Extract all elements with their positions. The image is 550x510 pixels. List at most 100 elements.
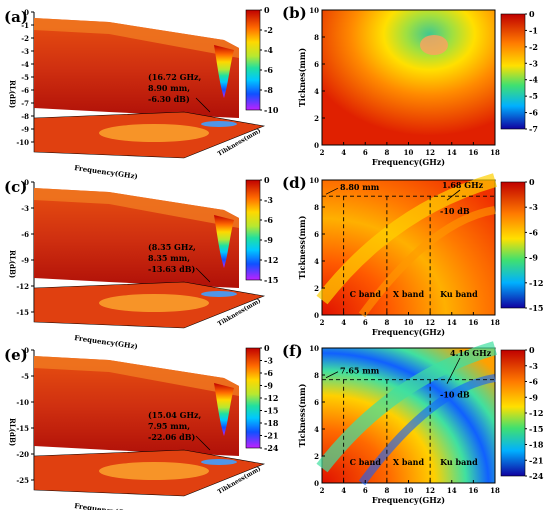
heatmap-spot (420, 35, 448, 55)
x-tick-label: 6 (363, 486, 368, 495)
colorbar-tick-label: -6 (264, 65, 273, 75)
colorbar-tick-label: -15 (264, 406, 278, 416)
x-tick-label: 10 (404, 486, 414, 495)
peak-annotation: -6.30 dB) (148, 94, 190, 104)
colorbar (500, 13, 526, 130)
z-axis-label: RL(dB) (8, 250, 17, 278)
colorbar-tick-label: 0 (264, 343, 270, 353)
z-tick-label: -3 (21, 47, 29, 56)
colorbar-tick-label: -2 (264, 25, 273, 35)
band-label: Ku band (440, 289, 478, 299)
colorbar (500, 181, 526, 309)
z-tick-label: -9 (21, 256, 29, 265)
colorbar-tick-label: -6 (529, 227, 538, 237)
z-tick-label: -15 (16, 308, 29, 317)
colorbar-tick-label: -8 (264, 85, 273, 95)
colorbar-tick-label: -3 (529, 202, 538, 212)
panel-label: (d) (282, 174, 307, 192)
heatmap-panel-3: (f)2 4 6 8 10 12 14 16 180246810Frequency(GHz)Ti… (282, 341, 544, 505)
x-axis-label: Frequency(GHz) (372, 327, 445, 337)
surface-dip (214, 45, 234, 98)
band-label: X band (393, 289, 425, 299)
peak-annotation: (15.04 GHz, (148, 410, 202, 420)
x-tick-label: 10 (404, 318, 414, 327)
peak-annotation: (16.72 GHz, (148, 72, 202, 82)
y-tick-label: 0 (314, 479, 319, 488)
colorbar-tick-label: -2 (529, 42, 538, 52)
z-axis-label: RL(dB) (8, 80, 17, 108)
x-tick-label: 16 (469, 486, 479, 495)
base-contour (201, 121, 237, 127)
colorbar-tick-label: -6 (529, 377, 538, 387)
panel-label: (f) (282, 342, 303, 360)
x-tick-label: 4 (341, 486, 346, 495)
y-tick-label: 10 (309, 6, 319, 15)
colorbar (245, 347, 261, 449)
z-tick-label: -8 (21, 112, 29, 121)
z-tick-label: -25 (16, 476, 29, 485)
surface-ridge (34, 188, 239, 228)
colorbar-tick-label: -4 (529, 75, 538, 85)
peak-annotation: (8.35 GHz, (148, 242, 196, 252)
y-axis-label: Tickness(mm) (297, 215, 307, 279)
x-axis-label: Frequency(GHz) (74, 333, 139, 351)
base-contour (99, 124, 209, 142)
panel-label: (b) (282, 4, 307, 22)
surface-panel-1: (c)0-3-6-9-12-15RL(dB)Frequency(GHz)Tihk… (4, 175, 278, 351)
base-contour (99, 462, 209, 480)
y-tick-label: 4 (314, 257, 319, 266)
colorbar-tick-label: -18 (264, 418, 279, 428)
z-tick-label: -1 (21, 21, 29, 30)
thickness-arrow (325, 187, 339, 195)
y-tick-label: 4 (314, 87, 319, 96)
thickness-arrow (325, 371, 339, 379)
annotation-arrow (195, 267, 211, 283)
x-tick-label: 2 (320, 318, 325, 327)
z-axis-label: RL(dB) (8, 418, 17, 446)
x-tick-label: 4 (341, 318, 346, 327)
colorbar-tick-label: -12 (529, 278, 543, 288)
colorbar-tick-label: -15 (529, 424, 543, 434)
x-axis-label: Frequency(GHz) (372, 157, 445, 167)
colorbar-tick-label: -15 (529, 303, 543, 313)
heatmap-area (321, 9, 496, 146)
y-tick-label: 2 (314, 284, 319, 293)
colorbar-tick-label: -15 (264, 275, 278, 285)
y-tick-label: 0 (314, 311, 319, 320)
colorbar-tick-label: 0 (529, 345, 535, 355)
annotation-arrow (195, 97, 211, 113)
panel-label: (c) (4, 178, 27, 196)
base-contour (99, 294, 209, 312)
colorbar-tick-label: -12 (264, 255, 278, 265)
panel-label: (a) (4, 8, 28, 26)
y-tick-label: 6 (314, 230, 319, 239)
z-tick-label: -4 (21, 60, 29, 69)
y-tick-label: 10 (309, 344, 319, 353)
thickness-label: 7.65 mm (340, 366, 380, 376)
surface-ridge (34, 356, 239, 396)
colorbar-tick-label: -3 (529, 361, 538, 371)
y-axis-label: Tickness(mm) (297, 383, 307, 447)
colorbar (245, 9, 261, 111)
y-tick-label: 8 (314, 371, 319, 380)
x-tick-label: 18 (490, 148, 500, 157)
bandwidth-arrow (446, 189, 461, 201)
peak-annotation: -13.63 dB) (148, 264, 196, 274)
colorbar-tick-label: -18 (529, 440, 544, 450)
colorbar-tick-label: -4 (264, 45, 273, 55)
z-tick-label: -6 (21, 230, 29, 239)
x-tick-label: 12 (425, 486, 435, 495)
x-tick-label: 2 (320, 148, 325, 157)
colorbar-tick-label: -6 (529, 108, 538, 118)
db-label: -10 dB (440, 206, 470, 216)
x-tick-label: 10 (404, 148, 414, 157)
colorbar-tick-label: -9 (264, 381, 273, 391)
x-axis-label: Frequency(GHz) (74, 163, 139, 181)
z-tick-label: -6 (21, 86, 29, 95)
colorbar-tick-label: 0 (529, 177, 535, 187)
colorbar-tick-label: 0 (264, 5, 270, 15)
colorbar-tick-label: -9 (529, 253, 538, 263)
peak-annotation: 8.90 mm, (148, 83, 190, 93)
z-tick-label: -20 (16, 450, 29, 459)
